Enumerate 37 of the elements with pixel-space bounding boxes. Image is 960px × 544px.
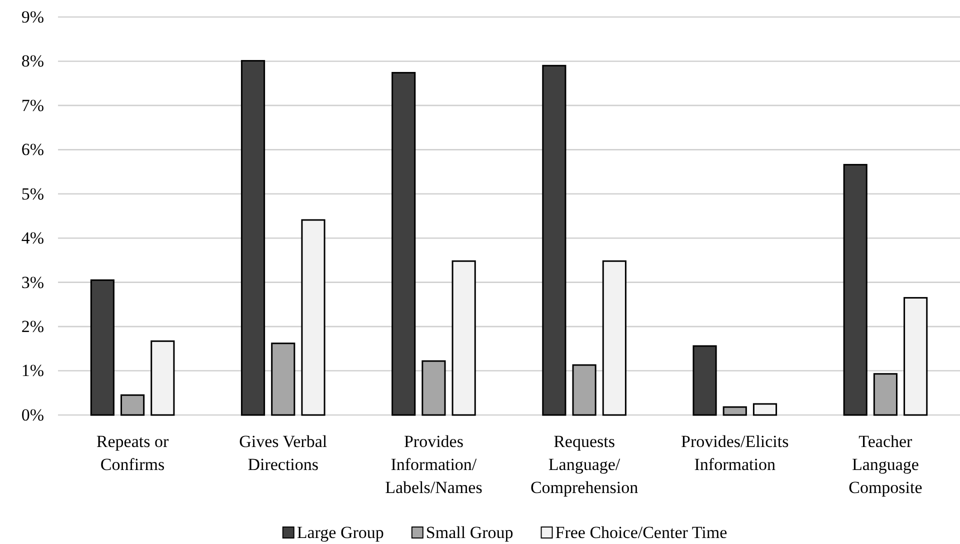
- y-tick-label: 9%: [21, 7, 44, 26]
- bar: [873, 373, 898, 416]
- bar: [240, 60, 266, 416]
- legend-label: Free Choice/Center Time: [555, 523, 728, 542]
- y-tick-label: 6%: [21, 140, 44, 160]
- bar: [90, 279, 114, 416]
- x-tick-label: Gives Verbal Directions: [239, 432, 328, 474]
- bar: [843, 164, 868, 416]
- y-tick-label: 0%: [21, 405, 44, 424]
- x-tick-label: Provides/Elicits Information: [681, 432, 789, 474]
- bar: [271, 342, 296, 416]
- bar: [904, 297, 928, 416]
- bar: [120, 394, 145, 416]
- legend-label: Large Group: [296, 523, 384, 542]
- bar: [150, 340, 175, 416]
- x-tick-label: Provides Information/ Labels/Names: [385, 432, 482, 497]
- bar: [692, 345, 717, 416]
- y-tick-label: 4%: [21, 228, 44, 248]
- y-tick-label: 5%: [21, 184, 44, 204]
- y-tick-label: 8%: [21, 52, 44, 71]
- y-tick-label: 3%: [21, 272, 44, 292]
- y-tick-label: 7%: [21, 96, 44, 115]
- bar: [422, 360, 446, 416]
- x-tick-label: Teacher Language Composite: [848, 432, 922, 497]
- x-tick-label: Repeats or Confirms: [96, 432, 169, 474]
- bar: [542, 64, 566, 416]
- bar: [722, 406, 747, 416]
- x-tick-label: Requests Language/ Comprehension: [530, 432, 639, 497]
- legend-label: Small Group: [426, 523, 514, 542]
- bar: [602, 260, 626, 416]
- bar: [572, 364, 596, 416]
- bar: [752, 403, 778, 416]
- bar: [301, 219, 326, 416]
- bar: [452, 260, 476, 416]
- bar: [392, 72, 416, 416]
- y-tick-label: 1%: [21, 361, 44, 380]
- y-tick-label: 2%: [21, 316, 44, 336]
